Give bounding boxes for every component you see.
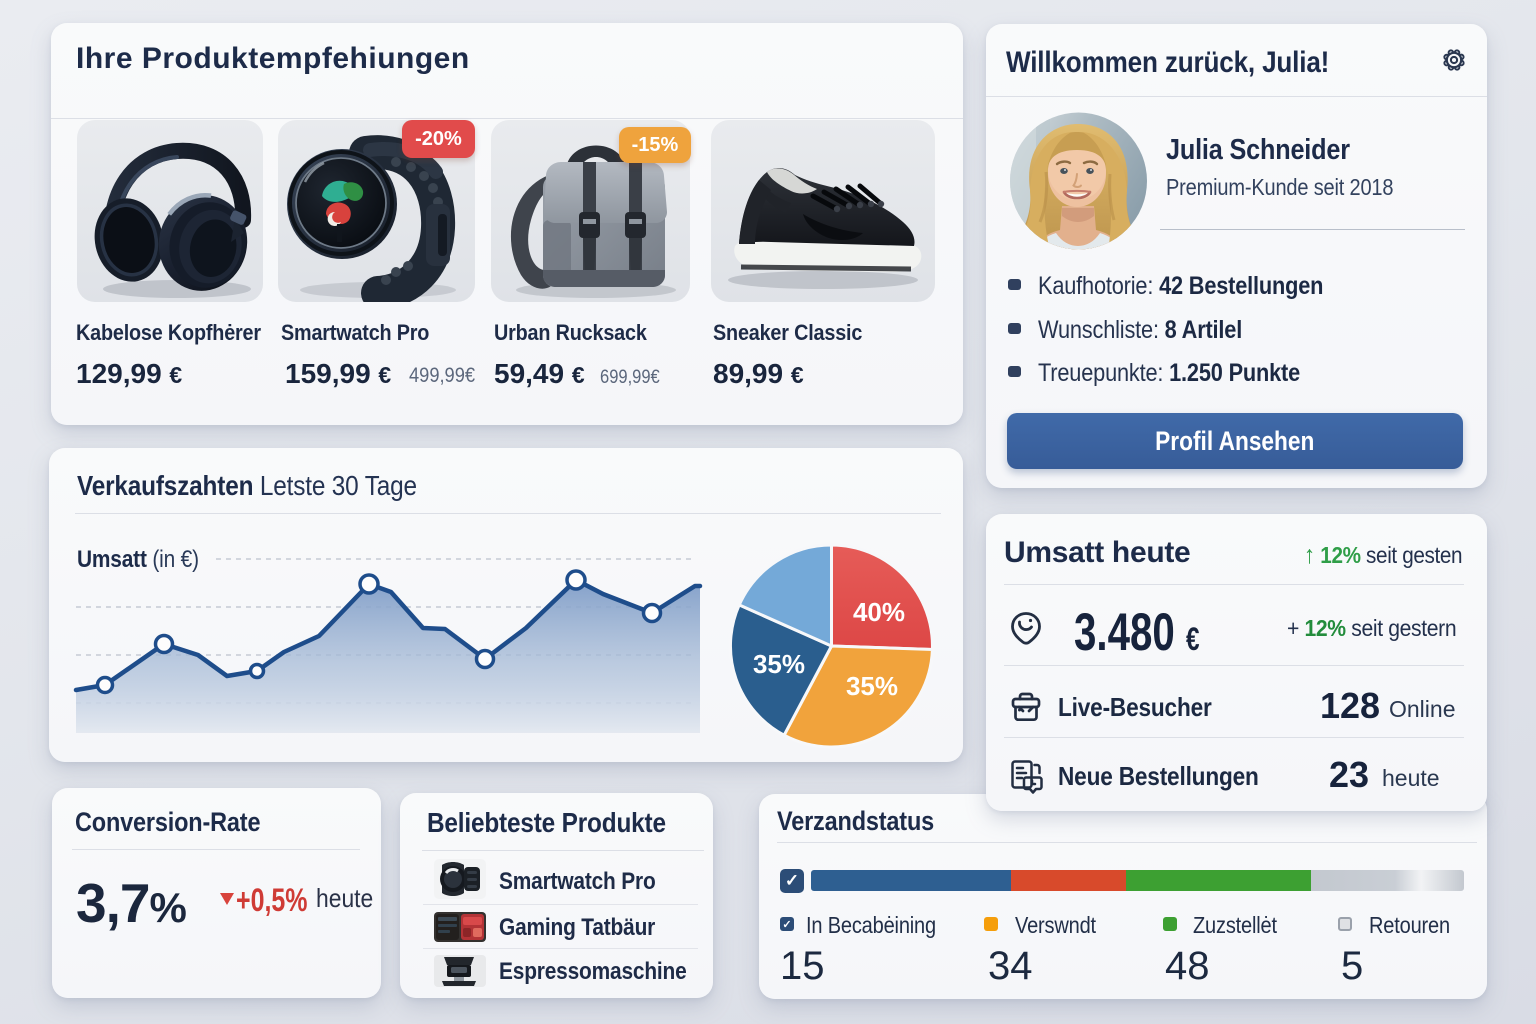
svg-text:35%: 35% xyxy=(846,671,898,701)
svg-text:35%: 35% xyxy=(753,649,805,679)
svg-text:40%: 40% xyxy=(853,597,905,627)
